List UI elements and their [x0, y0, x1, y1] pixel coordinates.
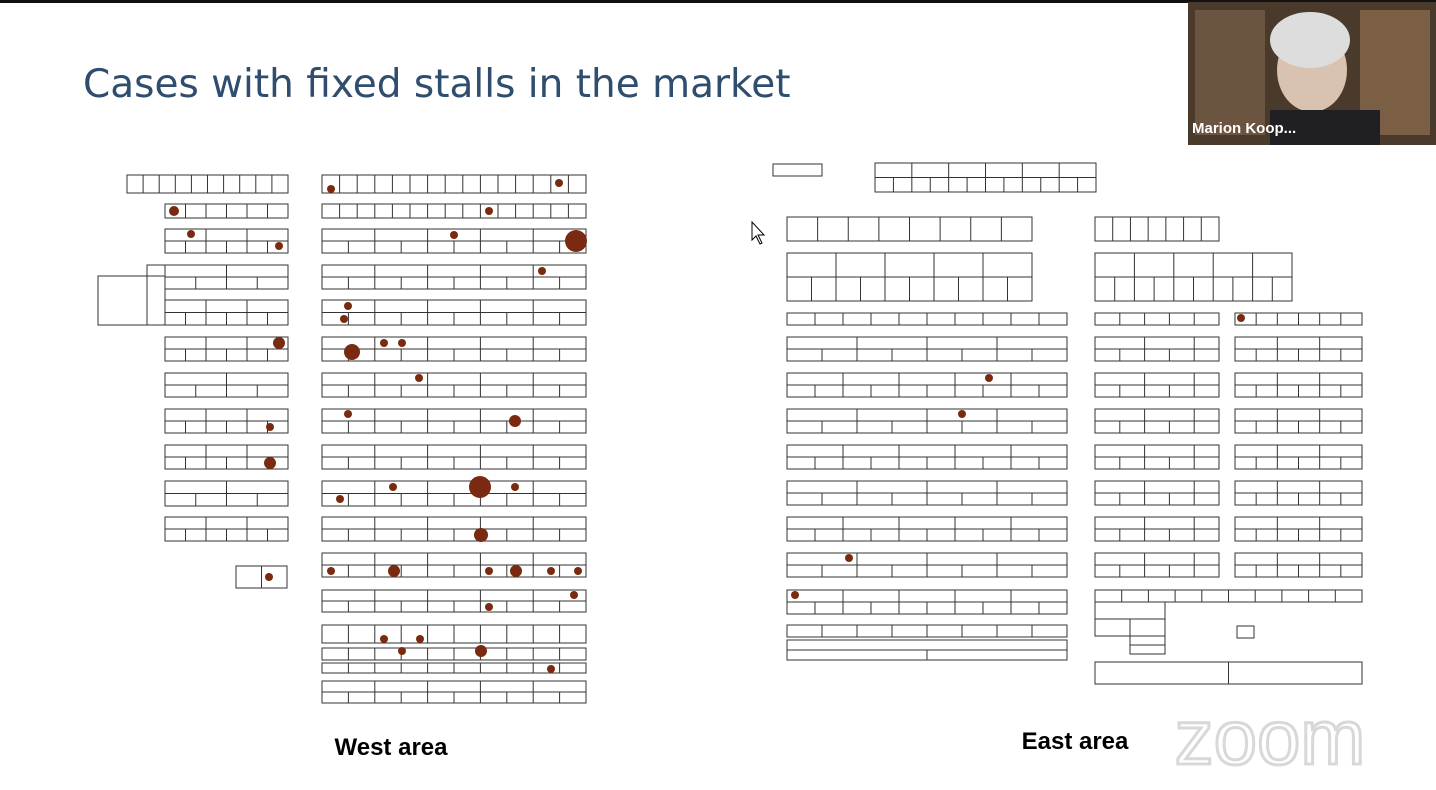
- case-dot: [344, 302, 352, 310]
- case-dot: [485, 567, 493, 575]
- case-dot: [509, 415, 521, 427]
- bookshelf: [1195, 10, 1265, 135]
- case-dot: [475, 645, 487, 657]
- case-dot: [388, 565, 400, 577]
- person-body: [1270, 110, 1380, 145]
- stall-block: [321, 174, 587, 194]
- stall-block: [1236, 625, 1255, 639]
- case-dot: [570, 591, 578, 599]
- mouse-cursor: [751, 220, 766, 245]
- slide-title: Cases with fixed stalls in the market: [83, 62, 791, 107]
- case-dot: [266, 423, 274, 431]
- case-dot: [845, 554, 853, 562]
- stall-block: [97, 275, 166, 326]
- case-dot: [344, 410, 352, 418]
- case-dot: [958, 410, 966, 418]
- case-dot: [474, 528, 488, 542]
- case-dot: [340, 315, 348, 323]
- case-dot: [344, 344, 360, 360]
- case-dot: [275, 242, 283, 250]
- case-dot: [547, 567, 555, 575]
- case-dot: [450, 231, 458, 239]
- case-dot: [555, 179, 563, 187]
- case-dot: [380, 339, 388, 347]
- case-dot: [265, 573, 273, 581]
- case-dot: [985, 374, 993, 382]
- case-dot: [336, 495, 344, 503]
- zoom-watermark: zoom: [1175, 693, 1366, 781]
- case-dot: [187, 230, 195, 238]
- west-label: West area: [335, 734, 449, 761]
- stall-block: [146, 264, 166, 326]
- case-dot: [327, 567, 335, 575]
- case-dot: [327, 185, 335, 193]
- case-dot: [273, 337, 285, 349]
- top-bar: [0, 0, 1436, 3]
- stall-block: [321, 203, 587, 219]
- stall-block: [1094, 312, 1220, 326]
- case-dot: [565, 230, 587, 252]
- case-dot: [398, 339, 406, 347]
- case-dot: [415, 374, 423, 382]
- case-dot: [380, 635, 388, 643]
- case-dot: [398, 647, 406, 655]
- case-dot: [485, 207, 493, 215]
- person-hair: [1270, 12, 1350, 68]
- case-dot: [264, 457, 276, 469]
- case-dot: [169, 206, 179, 216]
- case-dot: [538, 267, 546, 275]
- case-dot: [469, 476, 491, 498]
- case-dot: [485, 603, 493, 611]
- case-dot: [547, 665, 555, 673]
- case-dot: [1237, 314, 1245, 322]
- case-dot: [791, 591, 799, 599]
- east-label: East area: [1022, 728, 1129, 755]
- stall-block: [772, 163, 823, 177]
- case-dot: [416, 635, 424, 643]
- case-dot: [574, 567, 582, 575]
- stall-block: [1094, 216, 1220, 242]
- participant-name: Marion Koop...: [1192, 120, 1296, 137]
- video-tile: Marion Koop...: [1188, 2, 1436, 145]
- case-dot: [511, 483, 519, 491]
- case-dot: [510, 565, 522, 577]
- case-dot: [389, 483, 397, 491]
